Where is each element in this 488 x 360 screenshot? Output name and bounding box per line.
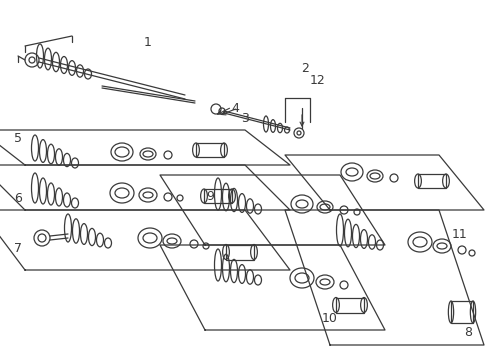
Bar [196, 143, 224, 157]
Bar [203, 189, 231, 203]
Text: 4: 4 [231, 102, 239, 114]
Text: 2: 2 [301, 62, 308, 75]
Text: 1: 1 [144, 36, 152, 49]
Bar [417, 174, 445, 188]
Text: 6: 6 [14, 192, 22, 204]
Text: 9: 9 [205, 189, 214, 202]
Text: 3: 3 [241, 112, 248, 125]
Bar [335, 297, 363, 312]
Text: 11: 11 [451, 229, 467, 242]
Text: 7: 7 [14, 242, 22, 255]
Text: 8: 8 [463, 325, 471, 338]
Text: 10: 10 [322, 311, 337, 324]
Bar [450, 301, 472, 323]
Text: 12: 12 [309, 73, 325, 86]
Text: 5: 5 [14, 131, 22, 144]
Bar [225, 244, 253, 260]
